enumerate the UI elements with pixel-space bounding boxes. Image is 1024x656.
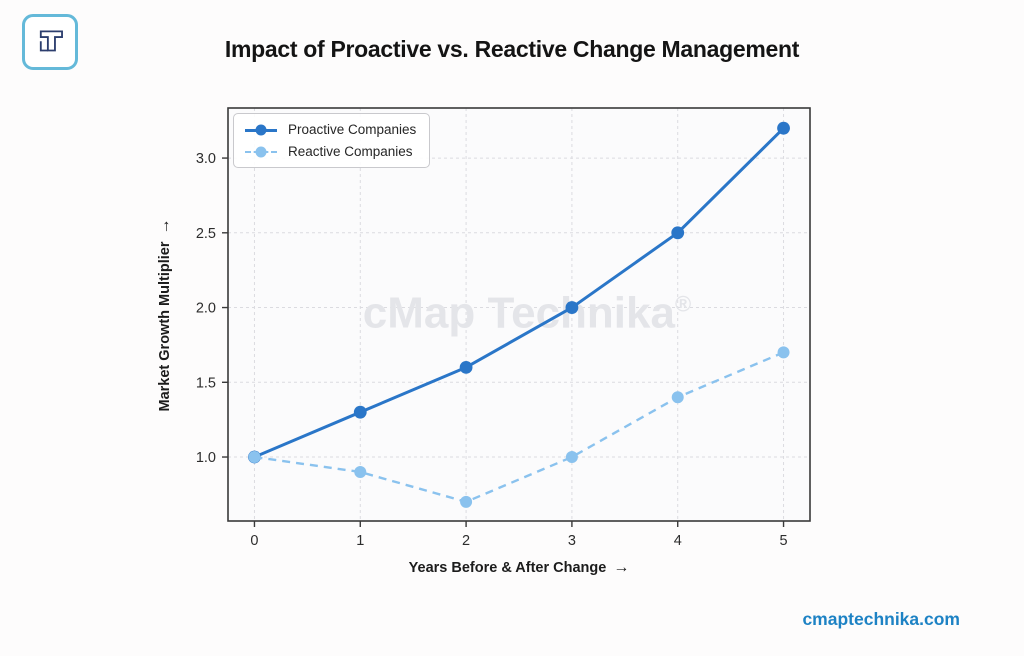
data-point-proactive bbox=[777, 121, 790, 135]
up-arrow-icon: → bbox=[156, 218, 173, 235]
y-tick-label: 2.0 bbox=[196, 301, 216, 317]
chart-legend: Proactive Companies Reactive Companies bbox=[233, 113, 431, 168]
cmap-technika-logo bbox=[22, 14, 78, 70]
proactive-line-sample-icon bbox=[245, 124, 277, 136]
x-axis-label: Years Before & After Change → bbox=[409, 559, 630, 577]
y-axis-label-text: Market Growth Multiplier bbox=[157, 241, 173, 412]
data-point-proactive bbox=[565, 301, 579, 314]
watermark-text: cMap Technika® bbox=[363, 289, 691, 338]
page-title: Impact of Proactive vs. Reactive Change … bbox=[224, 36, 800, 62]
series-line-proactive bbox=[253, 127, 785, 459]
data-point-reactive bbox=[777, 346, 790, 359]
y-axis-label: Market Growth Multiplier → bbox=[156, 219, 174, 412]
website-link[interactable]: cmaptechnika.com bbox=[802, 609, 960, 629]
right-arrow-icon: → bbox=[613, 559, 630, 576]
y-tick-label: 1.0 bbox=[196, 450, 216, 466]
x-tick-label: 1 bbox=[356, 533, 364, 549]
plot-spines bbox=[227, 107, 811, 522]
y-tick-label: 2.5 bbox=[196, 226, 216, 242]
data-point-proactive bbox=[671, 226, 685, 240]
data-point-proactive bbox=[353, 405, 367, 419]
x-tick-label: 0 bbox=[250, 533, 258, 549]
logo-t-glyph bbox=[39, 30, 63, 52]
data-point-reactive bbox=[671, 391, 684, 404]
x-tick-label: 4 bbox=[674, 533, 682, 549]
data-point-proactive bbox=[459, 360, 473, 374]
legend-entry-reactive: Reactive Companies bbox=[245, 144, 416, 159]
x-tick-label: 5 bbox=[780, 533, 788, 549]
x-tick-label: 2 bbox=[462, 533, 470, 549]
legend-label-reactive: Reactive Companies bbox=[288, 144, 413, 159]
data-point-reactive bbox=[460, 495, 473, 508]
legend-entry-proactive: Proactive Companies bbox=[245, 122, 416, 137]
y-tick-label: 1.5 bbox=[196, 375, 216, 391]
y-tick-label: 3.0 bbox=[196, 151, 216, 167]
x-axis-label-text: Years Before & After Change bbox=[408, 560, 607, 576]
data-point-reactive bbox=[565, 451, 578, 464]
reactive-line-sample-icon bbox=[245, 146, 277, 158]
x-tick-label: 3 bbox=[568, 533, 576, 549]
data-point-reactive bbox=[248, 451, 261, 464]
data-point-reactive bbox=[354, 465, 367, 478]
plot-background bbox=[228, 108, 810, 521]
series-line-reactive bbox=[254, 351, 785, 504]
legend-label-proactive: Proactive Companies bbox=[288, 122, 417, 137]
